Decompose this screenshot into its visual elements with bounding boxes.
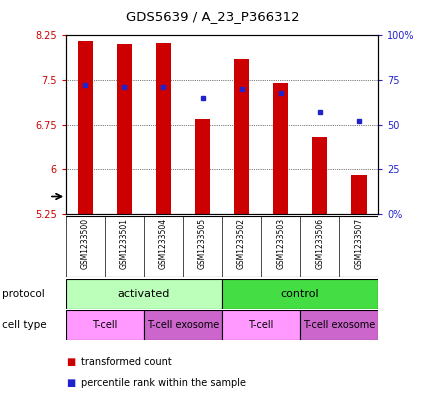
- Text: T-cell: T-cell: [249, 320, 274, 330]
- Bar: [195, 119, 210, 214]
- Text: GSM1233505: GSM1233505: [198, 218, 207, 269]
- Text: GSM1233500: GSM1233500: [81, 218, 90, 269]
- Text: GSM1233507: GSM1233507: [354, 218, 363, 269]
- Text: GSM1233501: GSM1233501: [120, 218, 129, 269]
- Bar: [312, 137, 328, 214]
- Bar: [222, 279, 378, 309]
- Bar: [66, 310, 144, 340]
- Bar: [78, 41, 93, 214]
- Text: protocol: protocol: [2, 289, 45, 299]
- Bar: [144, 310, 222, 340]
- Bar: [300, 310, 378, 340]
- Bar: [222, 310, 300, 340]
- Text: ■: ■: [66, 357, 75, 367]
- Text: GSM1233504: GSM1233504: [159, 218, 168, 269]
- Text: control: control: [281, 289, 320, 299]
- Bar: [273, 83, 289, 214]
- Text: GDS5639 / A_23_P366312: GDS5639 / A_23_P366312: [126, 10, 299, 23]
- Text: transformed count: transformed count: [81, 357, 172, 367]
- Bar: [351, 175, 366, 214]
- Text: GSM1233503: GSM1233503: [276, 218, 285, 269]
- Text: ■: ■: [66, 378, 75, 388]
- Text: GSM1233502: GSM1233502: [237, 218, 246, 269]
- Bar: [234, 59, 249, 214]
- Text: T-cell: T-cell: [92, 320, 118, 330]
- Text: GSM1233506: GSM1233506: [315, 218, 324, 269]
- Bar: [116, 44, 132, 214]
- Text: cell type: cell type: [2, 320, 47, 330]
- Text: T-cell exosome: T-cell exosome: [303, 320, 375, 330]
- Bar: [66, 279, 222, 309]
- Text: percentile rank within the sample: percentile rank within the sample: [81, 378, 246, 388]
- Text: T-cell exosome: T-cell exosome: [147, 320, 219, 330]
- Bar: [156, 43, 171, 214]
- Text: activated: activated: [118, 289, 170, 299]
